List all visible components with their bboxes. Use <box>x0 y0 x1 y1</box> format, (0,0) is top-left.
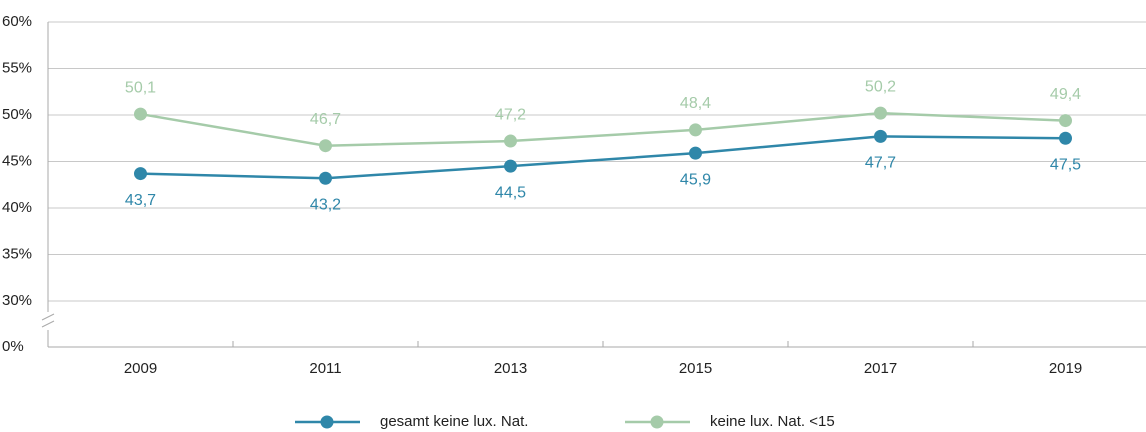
data-point <box>874 129 887 143</box>
series-line <box>140 111 1066 147</box>
data-label: 43,2 <box>310 196 341 213</box>
x-tick-label: 2015 <box>679 360 712 377</box>
data-point <box>504 159 517 173</box>
y-tick-label: 45% <box>2 152 32 169</box>
data-point <box>1059 131 1072 145</box>
y-tick-label: 35% <box>2 245 32 262</box>
data-point <box>689 146 702 160</box>
axis-break <box>41 313 55 328</box>
y-tick-label: 30% <box>2 292 32 309</box>
series-line <box>140 135 1066 180</box>
y-tick-label: 0% <box>2 338 24 355</box>
data-point <box>504 134 517 148</box>
data-label: 45,9 <box>680 171 711 188</box>
data-label: 46,7 <box>310 111 341 128</box>
data-point <box>134 167 147 181</box>
x-tick-label: 2019 <box>1049 360 1082 377</box>
x-tick-label: 2009 <box>124 360 157 377</box>
data-label: 50,2 <box>865 78 896 95</box>
data-label: 50,1 <box>125 79 156 96</box>
data-label: 44,5 <box>495 184 526 201</box>
data-label: 48,4 <box>680 95 711 112</box>
x-tick-label: 2013 <box>494 360 527 377</box>
legend-marker <box>320 415 334 429</box>
data-label: 43,7 <box>125 192 156 209</box>
data-point <box>319 171 332 185</box>
data-point <box>689 123 702 137</box>
x-tick-label: 2011 <box>309 360 341 377</box>
x-tick-label: 2017 <box>864 360 897 377</box>
data-label: 47,5 <box>1050 156 1081 173</box>
y-tick-label: 55% <box>2 59 32 76</box>
data-label: 47,7 <box>865 155 896 172</box>
data-point <box>1059 114 1072 128</box>
y-tick-label: 40% <box>2 199 32 216</box>
y-tick-label: 50% <box>2 106 32 123</box>
legend-marker <box>650 415 664 429</box>
legend-label: keine lux. Nat. <15 <box>710 413 835 430</box>
legend-label: gesamt keine lux. Nat. <box>380 413 528 430</box>
data-label: 47,2 <box>495 106 526 123</box>
data-label: 49,4 <box>1050 86 1081 103</box>
data-point <box>874 106 887 120</box>
y-tick-label: 60% <box>2 13 32 30</box>
data-point <box>319 139 332 153</box>
data-point <box>134 107 147 121</box>
